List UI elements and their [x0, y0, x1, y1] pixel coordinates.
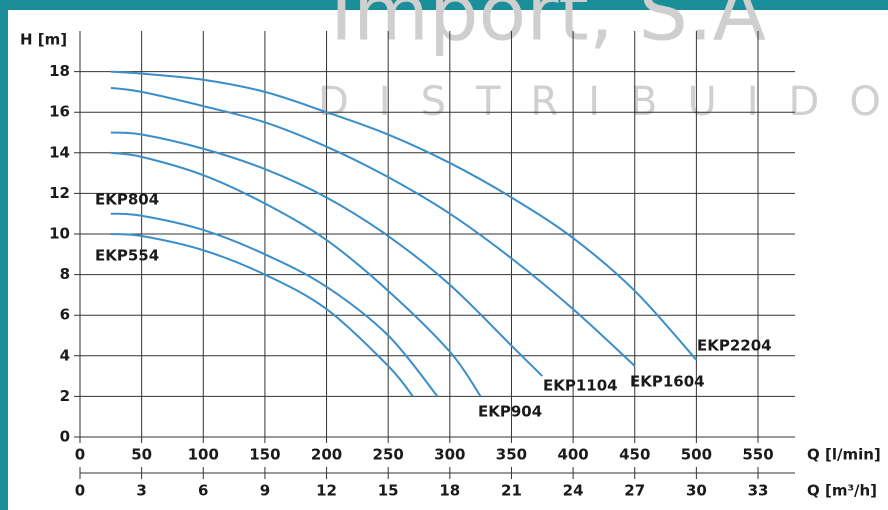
- curve-label: EKP1604: [630, 373, 705, 391]
- y-tick-label: 8: [60, 265, 70, 283]
- x2-tick-label: 0: [75, 482, 85, 500]
- top-band: [0, 0, 888, 10]
- x-tick-label: 200: [311, 446, 342, 464]
- y-tick-label: 6: [60, 306, 70, 324]
- x-tick-label: 150: [249, 446, 280, 464]
- x-tick-label: 100: [188, 446, 219, 464]
- y-tick-label: 10: [49, 225, 70, 243]
- x-tick-label: 250: [373, 446, 404, 464]
- x2-tick-label: 6: [198, 482, 208, 500]
- x2-tick-label: 27: [624, 482, 645, 500]
- x-tick-label: 350: [496, 446, 527, 464]
- y-tick-label: 2: [60, 387, 70, 405]
- x-tick-label: 0: [75, 446, 85, 464]
- x-tick-label: 550: [742, 446, 773, 464]
- x2-tick-label: 21: [501, 482, 522, 500]
- pump-curve: [110, 131, 543, 377]
- x2-tick-label: 33: [748, 482, 769, 500]
- x2-tick-label: 24: [563, 482, 584, 500]
- x2-tick-label: 18: [439, 482, 460, 500]
- watermark-sub: DISTRIBUIDOR: [318, 79, 888, 125]
- x2-tick-label: 15: [378, 482, 399, 500]
- x-tick-label: 500: [681, 446, 712, 464]
- x-tick-label: 50: [131, 446, 152, 464]
- y-tick-label: 4: [60, 346, 70, 364]
- y-tick-label: 18: [49, 62, 70, 80]
- curve-label: EKP554: [95, 247, 159, 265]
- curve-label: EKP1104: [543, 377, 618, 395]
- pump-curve: [110, 86, 636, 367]
- y-tick-label: 12: [49, 184, 70, 202]
- x2-axis-label: Q [m³/h]: [807, 482, 877, 500]
- pump-curve: [110, 212, 439, 398]
- x-tick-label: 300: [434, 446, 465, 464]
- curve-label: EKP2204: [697, 337, 772, 355]
- x-tick-label: 450: [619, 446, 650, 464]
- pump-curve: [110, 151, 482, 397]
- x2-tick-label: 30: [686, 482, 707, 500]
- x-tick-label: 400: [557, 446, 588, 464]
- curve-label: EKP804: [95, 191, 159, 209]
- watermark: Import, S.A: [330, 0, 766, 58]
- curve-label: EKP904: [478, 403, 542, 421]
- y-tick-label: 0: [60, 428, 70, 446]
- y-tick-label: 16: [49, 103, 70, 121]
- x-axis-label: Q [l/min]: [807, 446, 881, 464]
- x2-tick-label: 9: [260, 482, 270, 500]
- x2-tick-label: 3: [136, 482, 146, 500]
- pump-curve: [110, 233, 414, 398]
- y-axis-label: H [m]: [20, 31, 67, 49]
- x2-tick-label: 12: [316, 482, 337, 500]
- y-tick-label: 14: [49, 143, 70, 161]
- left-band: [0, 0, 8, 510]
- pump-curve: [110, 70, 698, 361]
